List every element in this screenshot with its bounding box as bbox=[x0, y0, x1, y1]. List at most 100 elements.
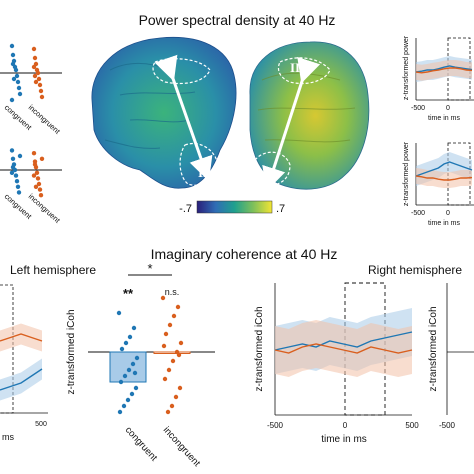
band-incongruent bbox=[275, 320, 412, 377]
bar-point-congruent bbox=[118, 379, 124, 385]
bar-point-congruent bbox=[134, 355, 140, 361]
dot-congruent bbox=[9, 43, 15, 49]
label-incongruent-bottom: incongruent bbox=[27, 192, 63, 226]
dot-incongruent bbox=[35, 70, 41, 76]
dot-congruent bbox=[10, 156, 16, 161]
bar-point-incongruent bbox=[173, 394, 179, 400]
significance-double-star: ** bbox=[123, 286, 134, 301]
dot-incongruent bbox=[39, 156, 45, 161]
xtick-zero-IV: 0 bbox=[446, 210, 450, 217]
dot-incongruent bbox=[32, 55, 38, 61]
line-incongruent bbox=[415, 67, 473, 74]
bar-point-congruent bbox=[133, 385, 139, 391]
xlabel-IV: time in ms bbox=[428, 220, 460, 227]
xlabel-icoh-right: time in ms bbox=[321, 434, 367, 445]
significance-star: * bbox=[147, 261, 152, 276]
bar-point-congruent bbox=[130, 361, 136, 367]
dot-congruent bbox=[13, 173, 19, 178]
dot-incongruent bbox=[35, 176, 41, 181]
bar-point-congruent bbox=[117, 409, 123, 415]
dot-congruent bbox=[15, 184, 21, 189]
band-incongruent bbox=[0, 323, 42, 352]
dot-incongruent bbox=[39, 94, 45, 100]
xtick-max-left: 500 bbox=[35, 421, 47, 428]
colorbar: -.7 .7 bbox=[179, 200, 285, 215]
dot-incongruent bbox=[33, 79, 39, 85]
region-label-III: III bbox=[290, 60, 305, 75]
dot-congruent bbox=[9, 148, 15, 153]
left-brain-image: I II bbox=[91, 36, 237, 189]
icoh-far-right-partial-panel: z-transformed iCoh -500 bbox=[428, 283, 474, 430]
line-incongruent bbox=[415, 175, 473, 181]
bar-incongruent bbox=[153, 351, 191, 354]
dot-incongruent bbox=[31, 151, 37, 156]
xlabel-fragment-left: ms bbox=[2, 432, 14, 442]
left-hemisphere-label: Left hemisphere bbox=[10, 263, 96, 277]
dot-incongruent bbox=[32, 162, 38, 167]
label-incongruent-top: incongruent bbox=[27, 103, 63, 137]
bar-point-congruent bbox=[122, 373, 128, 379]
dot-incongruent bbox=[38, 88, 44, 94]
line-congruent bbox=[415, 161, 473, 177]
bar-point-congruent bbox=[126, 367, 132, 373]
dot-congruent bbox=[16, 190, 22, 195]
dot-congruent bbox=[13, 67, 19, 73]
band-incongruent bbox=[416, 168, 472, 188]
dot-incongruent bbox=[32, 73, 38, 79]
line-congruent bbox=[274, 331, 413, 351]
bar-point-incongruent bbox=[171, 313, 177, 319]
right-brain-image: III IV bbox=[249, 41, 370, 192]
dot-congruent bbox=[10, 52, 16, 58]
dot-congruent bbox=[17, 153, 23, 159]
region-label-IV: IV bbox=[258, 170, 273, 185]
dot-incongruent bbox=[31, 64, 37, 70]
bar-point-congruent bbox=[116, 310, 122, 316]
bar-point-incongruent bbox=[162, 376, 168, 382]
colorbar-min-label: -.7 bbox=[179, 203, 192, 215]
ylabel-power-III: z-transformed power bbox=[403, 35, 410, 100]
dot-congruent bbox=[9, 97, 15, 103]
bar-point-incongruent bbox=[169, 403, 175, 409]
band-incongruent bbox=[416, 60, 472, 81]
dot-congruent bbox=[16, 85, 22, 91]
dot-congruent bbox=[10, 61, 16, 67]
bar-point-incongruent bbox=[177, 385, 183, 391]
power-panel-region-III: z-transformed power -500 0 time in ms bbox=[403, 35, 474, 122]
dot-incongruent bbox=[37, 82, 43, 88]
dot-incongruent bbox=[37, 187, 43, 192]
xtick-zero-III: 0 bbox=[446, 105, 450, 112]
bar-point-incongruent bbox=[165, 409, 171, 415]
dot-congruent bbox=[11, 76, 17, 82]
xtick-zero-right: 0 bbox=[343, 421, 348, 430]
bar-point-congruent bbox=[121, 403, 127, 409]
bar-point-congruent bbox=[127, 334, 133, 340]
bar-point-incongruent bbox=[170, 358, 176, 364]
xtick-max-right: 500 bbox=[405, 421, 419, 430]
xtick-min-IV: -500 bbox=[411, 210, 425, 217]
xlabel-III: time in ms bbox=[428, 115, 460, 122]
ylabel-icoh-right: z-transformed iCoh bbox=[254, 306, 265, 391]
bar-point-incongruent bbox=[167, 322, 173, 328]
bar-label-incongruent: incongruent bbox=[161, 425, 203, 470]
xtick-min-III: -500 bbox=[411, 105, 425, 112]
dot-incongruent bbox=[31, 46, 37, 52]
icoh-left-partial-panel: 500 ms bbox=[0, 284, 48, 442]
dot-incongruent bbox=[36, 181, 42, 187]
band-congruent bbox=[0, 358, 42, 401]
bar-point-congruent bbox=[125, 397, 131, 403]
power-dots-panel-bottom: congruent incongruent bbox=[0, 148, 62, 225]
bar-point-incongruent bbox=[160, 295, 166, 301]
bar-point-congruent bbox=[119, 346, 125, 352]
dot-incongruent bbox=[31, 173, 37, 178]
significance-ns: n.s. bbox=[165, 287, 180, 297]
colorbar-max-label: .7 bbox=[276, 203, 285, 215]
dot-incongruent bbox=[38, 193, 44, 198]
title-bottom: Imaginary coherence at 40 Hz bbox=[151, 246, 338, 262]
line-congruent bbox=[0, 368, 43, 391]
xtick-min-right: -500 bbox=[267, 421, 284, 430]
line-incongruent bbox=[0, 333, 43, 342]
bar-point-incongruent bbox=[176, 352, 182, 358]
dot-incongruent bbox=[33, 184, 39, 189]
bar-point-congruent bbox=[131, 325, 137, 331]
dot-congruent bbox=[17, 91, 23, 97]
